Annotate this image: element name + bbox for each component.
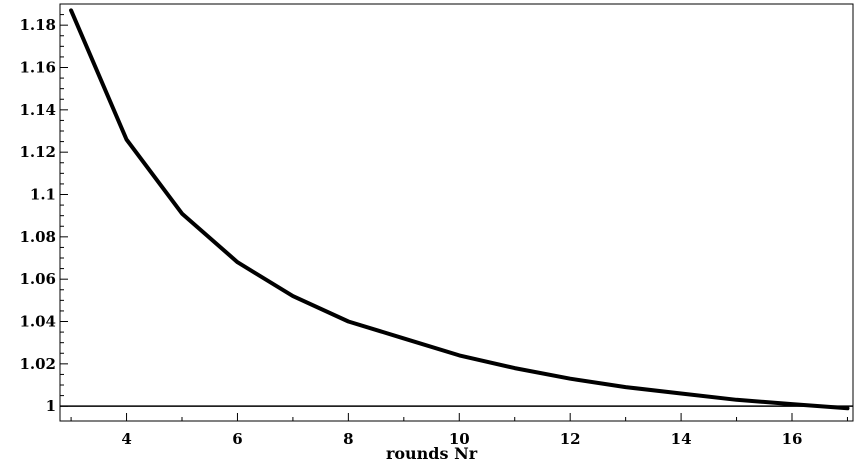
series-group — [69, 8, 850, 411]
x-axis-title: rounds Nr — [386, 444, 478, 463]
x-tick-label-5: 14 — [671, 430, 692, 448]
x-tick-label-3: 10 — [449, 430, 470, 448]
y-tick-label-3: 1.06 — [19, 270, 56, 288]
y-tick-label-2: 1.04 — [19, 313, 56, 331]
axes — [59, 3, 854, 422]
x-ticks: 4 6 8 10 12 14 16 — [70, 413, 848, 448]
y-tick-label-8: 1.16 — [19, 59, 56, 77]
x-tick-label-1: 6 — [232, 430, 242, 448]
x-tick-label-6: 16 — [782, 430, 803, 448]
y-tick-label-4: 1.08 — [19, 228, 56, 246]
y-tick-label-1: 1.02 — [19, 355, 56, 373]
y-tick-label-0: 1 — [46, 397, 56, 415]
x-tick-label-4: 12 — [560, 430, 581, 448]
y-tick-label-5: 1.1 — [30, 186, 56, 204]
series-line-0 — [69, 8, 850, 411]
y-tick-label-6: 1.12 — [19, 143, 56, 161]
x-tick-label-2: 8 — [343, 430, 353, 448]
y-tick-label-9: 1.18 — [19, 16, 56, 34]
y-ticks: 1 1.02 1.04 1.06 1.08 1.1 1.12 1.14 1.16 1.18 — [19, 14, 68, 415]
y-tick-label-7: 1.14 — [19, 101, 56, 119]
x-tick-label-0: 4 — [121, 430, 131, 448]
plot-frame — [59, 3, 854, 422]
